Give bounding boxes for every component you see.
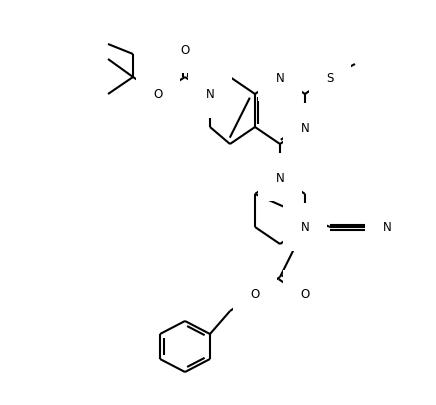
Text: O: O	[153, 88, 163, 101]
Text: N: N	[206, 88, 215, 101]
Text: O: O	[181, 43, 190, 56]
Text: N: N	[301, 221, 310, 234]
Text: O: O	[300, 288, 310, 301]
Text: N: N	[276, 71, 284, 84]
Text: O: O	[250, 288, 259, 301]
Text: S: S	[326, 71, 334, 84]
Text: N: N	[276, 171, 284, 184]
Text: N: N	[301, 121, 310, 134]
Text: N: N	[383, 221, 392, 234]
